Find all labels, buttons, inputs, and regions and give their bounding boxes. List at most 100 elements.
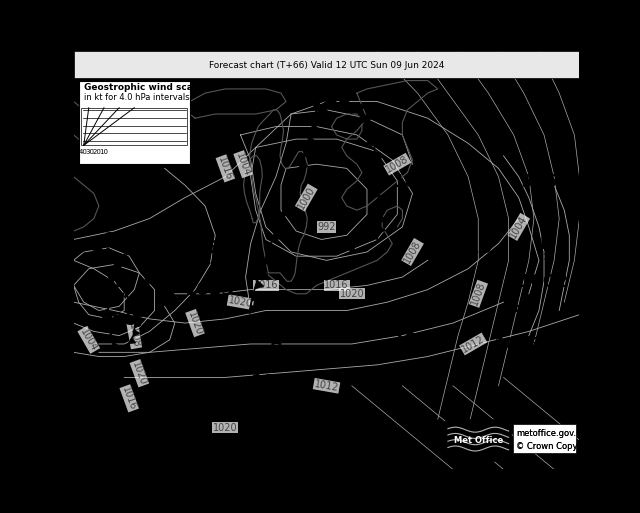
Text: 1012: 1012 — [314, 379, 339, 393]
Wedge shape — [365, 164, 381, 171]
Text: 1008: 1008 — [392, 172, 443, 190]
Polygon shape — [143, 295, 150, 302]
Text: 40: 40 — [78, 149, 87, 155]
Text: 1004: 1004 — [234, 151, 252, 177]
Wedge shape — [367, 151, 383, 158]
Wedge shape — [100, 247, 110, 256]
Text: 1008: 1008 — [402, 239, 423, 265]
Polygon shape — [134, 321, 141, 328]
Polygon shape — [128, 297, 135, 304]
Polygon shape — [111, 268, 118, 274]
Polygon shape — [104, 325, 110, 332]
Polygon shape — [124, 289, 131, 295]
FancyBboxPatch shape — [81, 108, 188, 145]
Polygon shape — [131, 305, 138, 311]
Text: 1016: 1016 — [216, 155, 234, 182]
Polygon shape — [380, 215, 387, 224]
Wedge shape — [75, 243, 85, 252]
Text: 1015: 1015 — [195, 240, 245, 258]
Polygon shape — [272, 232, 281, 241]
Polygon shape — [102, 317, 109, 324]
Text: 1016: 1016 — [324, 281, 349, 290]
Wedge shape — [92, 242, 102, 251]
Text: 30: 30 — [85, 149, 94, 155]
Polygon shape — [120, 345, 127, 351]
Text: 1004: 1004 — [78, 327, 99, 353]
Text: H: H — [269, 338, 282, 352]
Text: 992: 992 — [317, 222, 336, 232]
Wedge shape — [350, 104, 365, 114]
Polygon shape — [134, 313, 140, 320]
Polygon shape — [255, 280, 264, 289]
Polygon shape — [307, 136, 316, 145]
Text: 1020: 1020 — [131, 360, 148, 386]
Polygon shape — [108, 275, 115, 282]
Wedge shape — [363, 127, 379, 136]
Polygon shape — [290, 184, 300, 193]
Polygon shape — [140, 304, 147, 310]
Text: 995: 995 — [520, 172, 557, 190]
Text: 1008: 1008 — [469, 281, 487, 307]
Text: 1025: 1025 — [251, 373, 301, 391]
Text: metoffice.gov.uk: metoffice.gov.uk — [516, 429, 587, 438]
Text: 1008: 1008 — [127, 323, 141, 348]
Polygon shape — [378, 194, 385, 203]
Polygon shape — [112, 342, 119, 348]
Wedge shape — [357, 115, 372, 125]
Text: 1002: 1002 — [519, 273, 569, 291]
Text: L: L — [124, 195, 134, 210]
Text: Forecast chart (T+66) Valid 12 UTC Sun 09 Jun 2024: Forecast chart (T+66) Valid 12 UTC Sun 0… — [209, 62, 444, 70]
Text: 1004: 1004 — [508, 214, 529, 240]
Polygon shape — [117, 273, 124, 280]
Polygon shape — [378, 226, 385, 234]
Text: L: L — [534, 136, 544, 152]
Text: 1023: 1023 — [185, 281, 235, 299]
Polygon shape — [276, 220, 285, 229]
Polygon shape — [252, 292, 260, 302]
Polygon shape — [140, 263, 147, 269]
Polygon shape — [145, 287, 152, 294]
Text: L: L — [413, 295, 422, 310]
FancyBboxPatch shape — [513, 424, 576, 452]
Wedge shape — [105, 255, 116, 263]
Text: 1020: 1020 — [213, 423, 237, 432]
Polygon shape — [102, 300, 109, 307]
Polygon shape — [118, 254, 125, 260]
Polygon shape — [303, 148, 312, 157]
Text: 1013: 1013 — [443, 240, 493, 258]
FancyBboxPatch shape — [79, 81, 190, 164]
Wedge shape — [326, 92, 338, 105]
Wedge shape — [314, 101, 328, 112]
Polygon shape — [120, 282, 127, 288]
Wedge shape — [366, 139, 382, 147]
Text: 1004: 1004 — [392, 331, 443, 349]
Wedge shape — [340, 95, 353, 106]
Text: 1020: 1020 — [186, 310, 204, 337]
Text: 1016: 1016 — [253, 281, 278, 290]
Text: 1013: 1013 — [493, 336, 544, 353]
Polygon shape — [310, 124, 320, 133]
Polygon shape — [129, 338, 136, 344]
Text: 20: 20 — [92, 149, 101, 155]
FancyBboxPatch shape — [74, 51, 579, 78]
Polygon shape — [268, 244, 277, 253]
Polygon shape — [104, 292, 111, 299]
Text: 995: 995 — [100, 310, 138, 328]
Polygon shape — [281, 208, 291, 217]
Text: Geostrophic wind scale: Geostrophic wind scale — [84, 83, 202, 92]
Polygon shape — [314, 111, 323, 121]
Text: 1000: 1000 — [296, 185, 317, 211]
Polygon shape — [106, 284, 113, 290]
Polygon shape — [134, 311, 142, 318]
Text: © Crown Copyright: © Crown Copyright — [516, 442, 598, 451]
Wedge shape — [110, 263, 122, 270]
Text: 10: 10 — [99, 149, 108, 155]
Polygon shape — [259, 268, 268, 277]
Text: L: L — [332, 204, 342, 219]
Text: © Crown Copyright: © Crown Copyright — [516, 442, 598, 451]
Polygon shape — [106, 333, 113, 340]
Text: 1012: 1012 — [460, 333, 486, 354]
Text: L: L — [413, 136, 422, 152]
Text: 1008: 1008 — [104, 231, 154, 249]
Polygon shape — [285, 196, 295, 205]
